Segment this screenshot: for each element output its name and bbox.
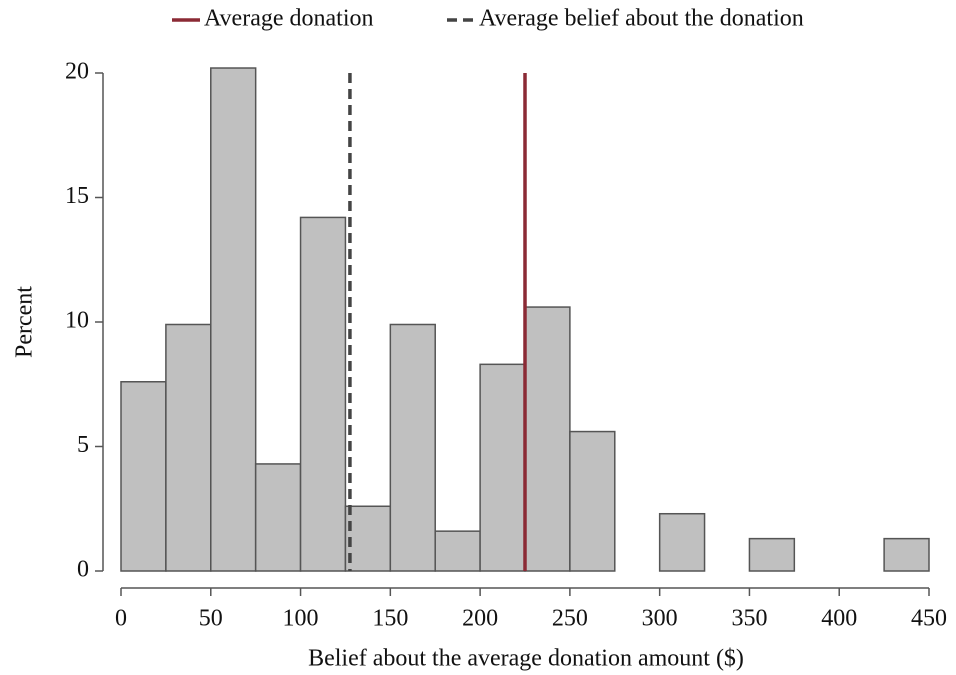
bar bbox=[479, 363, 526, 572]
y-tick-label: 20 bbox=[65, 59, 89, 85]
x-tick-label: 150 bbox=[372, 606, 408, 632]
x-tick-label: 450 bbox=[911, 606, 947, 632]
bar bbox=[883, 537, 930, 572]
x-tick-label: 200 bbox=[462, 606, 498, 632]
x-tick-label: 300 bbox=[642, 606, 678, 632]
x-axis-label: Belief about the average donation amount… bbox=[308, 646, 744, 672]
y-tick-label: 5 bbox=[77, 432, 89, 458]
x-tick-label: 50 bbox=[199, 606, 223, 632]
y-axis-label: Percent bbox=[12, 286, 38, 358]
y-tick-label: 10 bbox=[65, 308, 89, 334]
y-tick-label: 15 bbox=[65, 183, 89, 209]
bar bbox=[299, 216, 347, 572]
x-tick-label: 100 bbox=[283, 606, 319, 632]
bar bbox=[210, 67, 257, 572]
x-tick-label: 350 bbox=[731, 606, 767, 632]
y-tick-label: 0 bbox=[77, 557, 89, 583]
bar bbox=[524, 306, 571, 572]
bar bbox=[748, 537, 796, 572]
bar bbox=[389, 323, 436, 572]
bar bbox=[434, 530, 481, 572]
legend-label: Average belief about the donation bbox=[479, 6, 804, 32]
bar bbox=[254, 463, 302, 572]
bar bbox=[658, 512, 706, 572]
x-tick-label: 250 bbox=[552, 606, 588, 632]
legend-label: Average donation bbox=[204, 6, 374, 32]
bar bbox=[569, 430, 616, 572]
bar bbox=[344, 505, 392, 572]
x-tick-label: 0 bbox=[115, 606, 127, 632]
bar bbox=[120, 381, 167, 572]
bar bbox=[165, 323, 212, 572]
x-tick-label: 400 bbox=[821, 606, 857, 632]
